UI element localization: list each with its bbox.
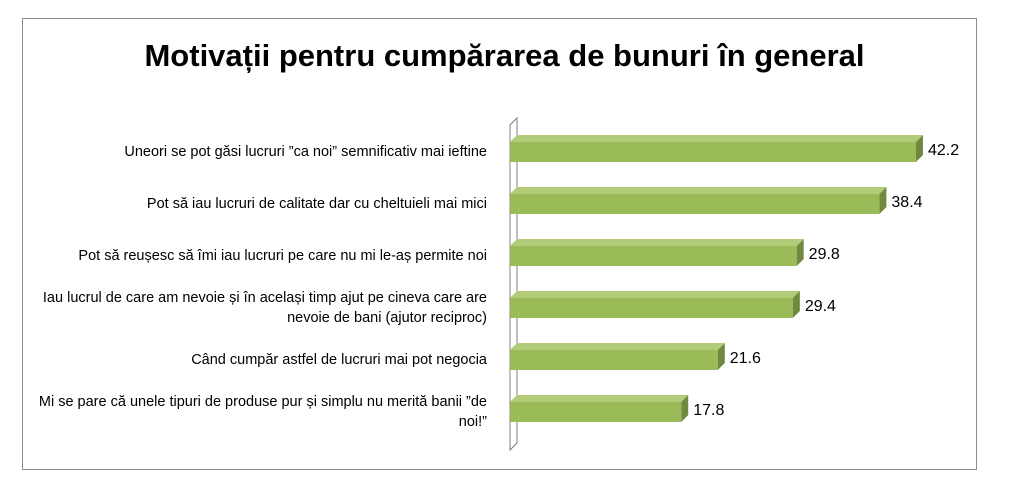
bar-front-face (510, 142, 916, 162)
bar-top-face (510, 239, 804, 246)
bar (510, 187, 887, 214)
category-label: Uneori se pot găsi lucruri ”ca noi” semn… (124, 144, 487, 160)
bar-top-face (510, 291, 800, 298)
category-label: Când cumpăr astfel de lucruri mai pot ne… (191, 352, 487, 368)
category-label: Mi se pare că unele tipuri de produse pu… (38, 394, 487, 430)
bar (510, 395, 689, 422)
bar-top-face (510, 343, 725, 350)
bar-top-face (510, 395, 689, 402)
value-label: 29.4 (804, 298, 836, 315)
bar-side-face (796, 239, 804, 266)
bar-top-face (510, 187, 887, 194)
bar-side-face (915, 135, 923, 162)
bar (510, 135, 923, 162)
chart-frame (22, 18, 977, 470)
bar-side-face (879, 187, 887, 214)
bar-front-face (510, 402, 682, 422)
bar-top-face (510, 135, 923, 142)
value-label: 17.8 (693, 402, 725, 419)
chart-title: Motivații pentru cumpărarea de bunuri în… (144, 38, 865, 73)
bar (510, 239, 804, 266)
bar-side-face (792, 291, 800, 318)
bar (510, 291, 800, 318)
bar-front-face (510, 194, 880, 214)
bar-front-face (510, 298, 793, 318)
bar-front-face (510, 350, 718, 370)
bar-side-face (717, 343, 725, 370)
bar (510, 343, 725, 370)
category-label: Pot să iau lucruri de calitate dar cu ch… (146, 196, 487, 212)
category-label: Iau lucrul de care am nevoie și în acela… (42, 290, 487, 326)
value-label: 29.8 (808, 246, 840, 263)
value-label: 21.6 (729, 350, 761, 367)
category-label: Pot să reușesc să îmi iau lucruri pe car… (78, 248, 487, 264)
bar-side-face (681, 395, 689, 422)
value-label: 38.4 (891, 194, 923, 211)
bar-front-face (510, 246, 797, 266)
value-label: 42.2 (927, 142, 960, 159)
